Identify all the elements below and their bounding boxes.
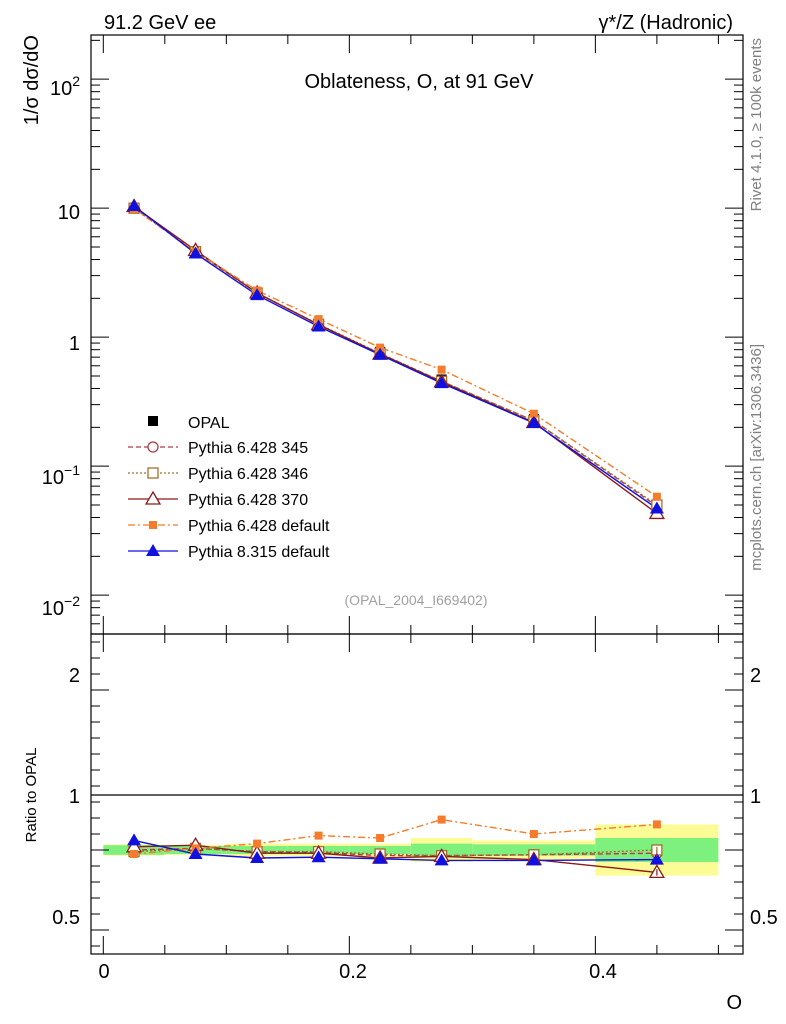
legend-marker-p6def	[149, 521, 157, 529]
ratio-point-p6def	[376, 834, 385, 842]
y-tick-label-1: 1	[69, 333, 80, 355]
legend-marker-p370	[144, 490, 162, 505]
legend-label-p370: Pythia 6.428 370	[188, 492, 308, 509]
legend-label-p6def: Pythia 6.428 default	[188, 518, 330, 535]
process-label: γ*/Z (Hadronic)	[599, 12, 733, 34]
legend-entry-p6def: Pythia 6.428 default	[128, 518, 330, 535]
data-point-p6def	[529, 409, 538, 418]
legend-entry-p8def: Pythia 8.315 default	[128, 544, 330, 561]
legend-label-p346: Pythia 6.428 346	[188, 466, 308, 483]
main-title: Oblateness, O, at 91 GeV	[304, 71, 534, 93]
legend-marker-p345	[147, 441, 159, 453]
mcplots-label: mcplots.cern.ch [arXiv:1306.3436]	[748, 344, 765, 571]
energy-label: 91.2 GeV ee	[104, 12, 216, 34]
y-tick-label-0.01: 10−2	[42, 593, 80, 620]
legend-marker-opal	[148, 416, 158, 426]
data-point-p6def	[376, 343, 385, 352]
ratio-y-label-left-1: 1	[69, 786, 80, 808]
ratio-point-p6def	[314, 831, 323, 840]
watermark: (OPAL_2004_I669402)	[345, 592, 488, 608]
rivet-version-label: Rivet 4.1.0, ≥ 100k events	[748, 38, 765, 211]
data-point-p8def	[188, 246, 203, 259]
ratio-point-p8def	[434, 853, 449, 866]
series-line-p346	[133, 207, 658, 506]
x-axis-label: O	[726, 992, 742, 1014]
ratio-line-p6def	[133, 818, 657, 855]
ratio-panel: Ratio to OPAL 2 1 0.5 2 1 0.5 0 0.2 0.4 …	[23, 633, 778, 1014]
legend-entry-p345: Pythia 6.428 345	[128, 440, 308, 457]
ratio-point-p6def	[529, 830, 538, 838]
ratio-point-p6def	[130, 850, 139, 858]
legend-entry-opal: OPAL	[148, 415, 230, 432]
data-point-p6def	[314, 315, 323, 324]
ratio-point-p6def	[253, 839, 262, 848]
ratio-point-p8def	[188, 847, 203, 859]
ratio-point-p8def	[373, 851, 388, 864]
legend-label-opal: OPAL	[188, 415, 230, 432]
ratio-y-label-right-1: 1	[750, 786, 761, 808]
y-tick-label-100: 102	[50, 73, 80, 100]
series-line-p8def	[133, 205, 658, 510]
x-tick-label-0: 0	[98, 961, 109, 983]
data-point-p8def	[311, 319, 326, 332]
ratio-line-p8def	[133, 839, 657, 862]
x-tick-label-0.4: 0.4	[589, 961, 617, 983]
x-tick-label-0.2: 0.2	[339, 961, 367, 983]
y-tick-label-0.1: 10−1	[42, 462, 80, 489]
legend-entry-p346: Pythia 6.428 346	[128, 466, 308, 483]
ratio-point-p8def	[526, 853, 541, 866]
data-point-p8def	[526, 416, 541, 429]
series-line-p6def	[133, 208, 658, 498]
legend-label-p345: Pythia 6.428 345	[188, 440, 308, 457]
legend-label-p8def: Pythia 8.315 default	[188, 544, 330, 561]
data-point-p8def	[127, 198, 142, 211]
ratio-line-p346	[134, 847, 657, 857]
main-panel: Oblateness, O, at 91 GeV 1/σ dσ/dO (OPAL…	[21, 34, 744, 635]
ratio-line-p370	[134, 844, 657, 874]
ratio-y-label-left-2: 2	[69, 665, 80, 687]
ratio-y-axis-label: Ratio to OPAL	[23, 748, 40, 843]
ratio-point-p6def	[437, 815, 446, 824]
ratio-frame	[90, 633, 744, 955]
y-tick-label-10: 10	[58, 202, 80, 224]
ratio-y-label-right-2: 2	[750, 665, 761, 687]
data-point-p8def	[649, 501, 664, 514]
legend-marker-p8def	[146, 544, 160, 556]
data-point-p6def	[652, 492, 661, 501]
series-line-p345	[133, 207, 658, 507]
main-y-axis-label: 1/σ dσ/dO	[21, 35, 43, 125]
ratio-point-p8def	[311, 850, 326, 863]
data-point-p6def	[437, 365, 446, 374]
ratio-y-label-left-0.5: 0.5	[52, 907, 80, 929]
legend-marker-p346	[147, 467, 159, 479]
data-point-p8def	[373, 347, 388, 360]
legend: OPAL Pythia 6.428 345 Pythia 6.428 346 P…	[128, 415, 330, 561]
legend-entry-p370: Pythia 6.428 370	[128, 490, 308, 509]
data-point-p8def	[434, 376, 449, 389]
ratio-point-p8def	[250, 851, 265, 863]
data-point-p8def	[250, 288, 265, 301]
ratio-y-label-right-0.5: 0.5	[750, 907, 778, 929]
ratio-point-p8def	[127, 833, 142, 846]
